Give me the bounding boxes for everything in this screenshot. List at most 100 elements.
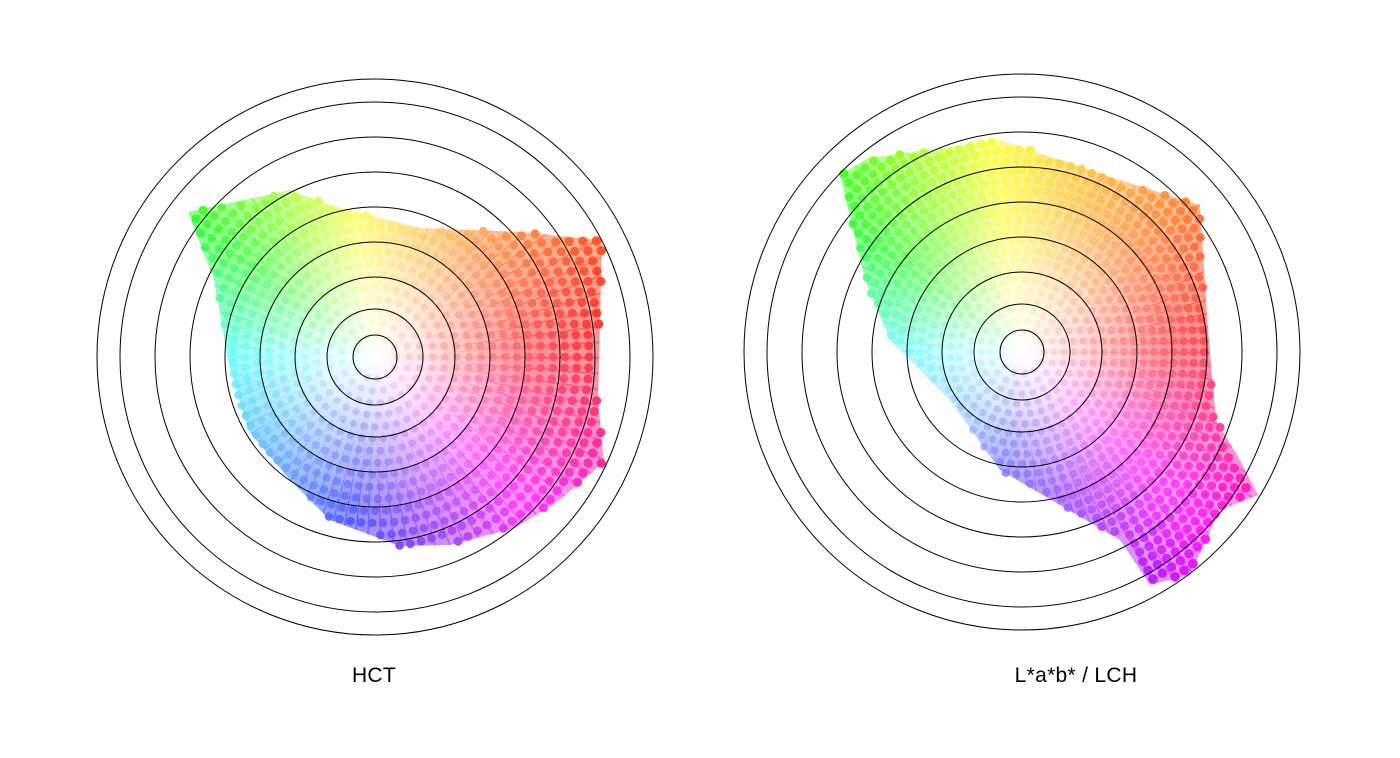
lab-gamut-dot [988,260,997,269]
hct-gamut-dot [252,430,261,440]
lab-gamut-dot [974,279,982,287]
lab-gamut-dot [1189,262,1199,272]
lab-gamut-dot [1138,185,1148,195]
hct-gamut-dot [530,475,540,485]
lab-gamut-dot [1130,348,1138,356]
lab-gamut-dot [1124,456,1133,465]
lab-gamut-dot [1023,175,1032,185]
hct-gamut-dot [510,288,520,298]
lab-gamut-dot [1121,472,1130,482]
lab-gamut-dot [883,196,893,206]
hct-gamut-dot [357,235,366,244]
hct-gamut-dot [565,298,574,307]
lab-gamut-dot [1060,348,1068,356]
hct-gamut-dot [274,285,283,294]
lab-chroma-ring [973,303,1071,401]
hct-gamut-dot [302,342,310,350]
hct-gamut-dot [493,396,502,405]
lab-gamut-dot [919,276,928,285]
hct-gamut-dot [457,291,466,300]
lab-gamut-dot [1190,242,1200,252]
hct-gamut-dot [511,374,520,384]
hct-gamut-dot [341,454,350,463]
lab-gamut-dot [1157,568,1168,578]
lab-gamut-dot [1017,165,1027,175]
lab-gamut-dot [956,353,964,362]
hct-gamut-dot [484,416,493,425]
hct-gamut-dot [269,271,278,280]
lab-gamut-dot [1076,165,1086,174]
lab-gamut-dot [913,285,922,294]
lab-gamut-dot [1129,490,1139,500]
hct-gamut-dot [479,261,488,270]
lab-gamut-dot [1121,265,1130,275]
lab-gamut-dot [987,209,997,218]
lab-gamut-dot [899,269,908,279]
hct-gamut-dot [416,536,426,546]
hct-gamut-dot [277,353,285,361]
hct-gamut-dot [476,363,485,372]
hct-gamut-dot [243,246,252,256]
lab-gamut-dot [955,254,964,263]
hct-gamut-dot [437,331,446,340]
hct-chroma-ring [352,334,398,380]
hct-gamut-dot [335,240,344,249]
lab-gamut-dot [860,220,870,229]
hct-gamut-dot [284,210,294,220]
lab-gamut-dot [1018,460,1026,468]
lab-gamut-dot [1194,272,1204,282]
lab-gamut-dot [1198,283,1208,292]
hct-gamut-dot [532,427,541,436]
lab-gamut-dot [1031,186,1040,195]
lab-gamut-dot [1188,325,1197,335]
lab-gamut-dot [1018,390,1026,398]
hct-gamut-dot [346,237,355,246]
lab-gamut-dot [1160,190,1170,200]
lab-gamut-dot [988,282,997,291]
lab-gamut-dot [1161,441,1171,451]
hct-gamut-dot [389,517,399,527]
lab-gamut-dot [967,337,975,345]
hct-gamut-dot [292,301,301,310]
hct-gamut-dot [589,297,599,308]
hct-gamut-dot [357,384,365,392]
lab-gamut-dot [1042,208,1051,217]
hct-gamut-dot [382,284,390,292]
hct-gamut-dot [464,364,473,372]
lab-gamut-dot [1012,246,1021,255]
hct-gamut-dot [519,278,528,288]
hct-gamut-dot [450,283,459,291]
lab-gamut-dot [1161,273,1171,283]
lab-gamut-dot [1001,227,1010,236]
lab-gamut-dot [1080,280,1088,288]
lab-gamut-dot [1079,230,1088,240]
lab-gamut-dot [958,364,966,373]
hct-gamut-dot [549,288,559,297]
lab-gamut-dot [888,218,898,228]
lab-gamut-dot [1074,217,1083,226]
hct-gamut-dot [537,238,547,248]
lab-gamut-dot [1042,280,1051,289]
lab-gamut-dot [1179,336,1188,346]
lab-gamut-dot [1080,441,1089,450]
hct-gamut-dot [455,310,463,319]
hct-gamut-dot [398,443,406,451]
hct-gamut-dot [540,268,550,277]
lab-gamut-dot [1126,256,1135,265]
hct-gamut-dot [472,385,480,394]
lab-gamut-dot [1177,283,1186,292]
hct-gamut-dot [419,473,428,482]
lab-chroma-ring [836,166,1208,538]
lab-gamut-dot [1102,233,1111,243]
hct-gamut-dot [552,486,562,496]
hct-gamut-dot [575,448,585,458]
lab-gamut-dot [1116,206,1125,216]
hct-gamut-dot [261,243,271,253]
hct-gamut-dot [242,374,251,384]
lab-gamut-dot [1001,156,1010,166]
lab-gamut-dot [952,270,960,279]
hct-gamut-dot [502,406,511,415]
lab-gamut-dot [848,219,858,229]
lab-gamut-dot [1034,298,1042,307]
lab-gamut-dot [1015,410,1023,418]
